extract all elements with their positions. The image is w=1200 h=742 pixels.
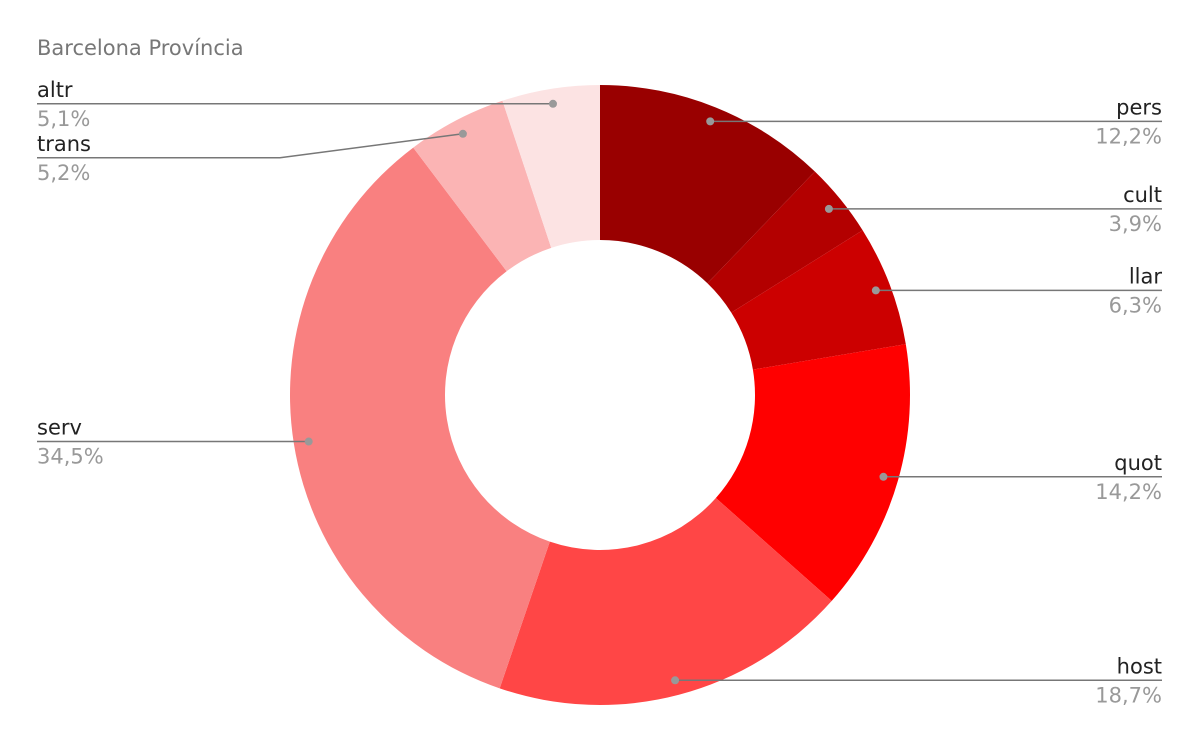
slice-label: host — [1117, 654, 1162, 678]
chart-title: Barcelona Província — [37, 36, 244, 60]
value-label: 14,2% — [1095, 480, 1162, 504]
value-label: 12,2% — [1095, 124, 1162, 148]
value-label: 5,1% — [37, 107, 90, 131]
leader-dot — [458, 129, 467, 138]
value-label: 18,7% — [1095, 683, 1162, 707]
donut-slice — [715, 344, 910, 601]
donut-slice — [502, 85, 600, 248]
leader-dot — [548, 99, 557, 108]
slice-label: trans — [37, 132, 91, 156]
slice-label: cult — [1123, 183, 1162, 207]
value-label: 6,3% — [1109, 293, 1162, 317]
leader-dot — [824, 204, 833, 213]
donut-slice — [289, 147, 550, 689]
slice-label: quot — [1114, 451, 1162, 475]
donut-slice — [499, 497, 832, 705]
slice-label: altr — [37, 78, 73, 102]
leader-line — [37, 133, 464, 159]
donut-slice — [731, 230, 906, 370]
leader-dot — [871, 286, 880, 295]
value-label: 34,5% — [37, 445, 104, 469]
leader-dot — [671, 676, 680, 685]
donut-slice — [600, 85, 815, 284]
slice-label: serv — [37, 416, 82, 440]
leader-dot — [706, 117, 715, 126]
donut-slice — [707, 171, 863, 313]
leader-dot — [879, 472, 888, 481]
value-label: 3,9% — [1109, 212, 1162, 236]
value-label: 5,2% — [37, 161, 90, 185]
slice-label: pers — [1116, 95, 1162, 119]
leader-dot — [304, 437, 313, 446]
slice-label: llar — [1129, 264, 1163, 288]
donut-slice — [413, 100, 552, 272]
